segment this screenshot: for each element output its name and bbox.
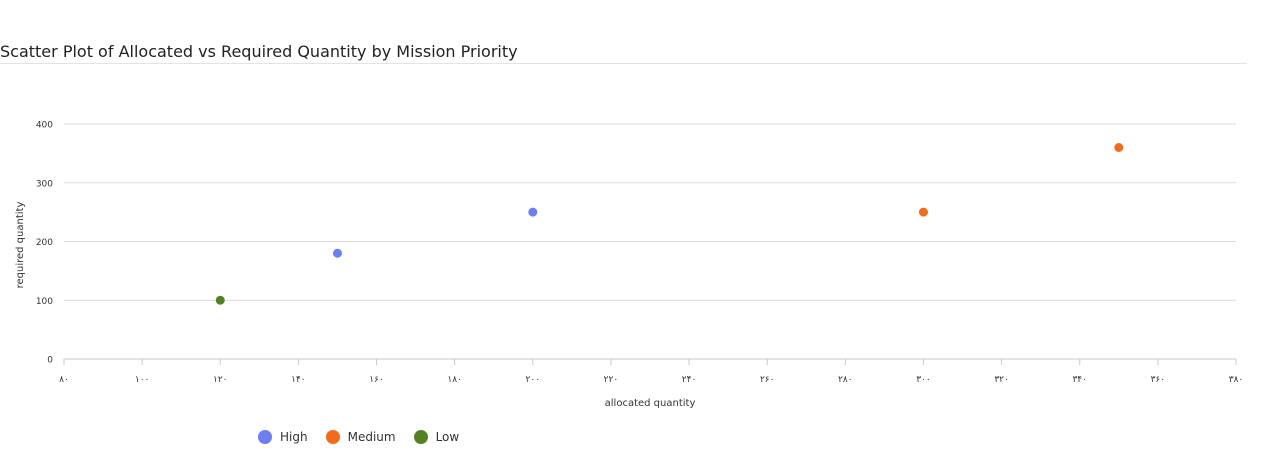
x-tick-label: ۲۲۰ xyxy=(604,375,619,385)
data-point-medium xyxy=(918,207,928,217)
x-tick-label: ۸۰ xyxy=(59,375,69,385)
x-tick-label: ۳۲۰ xyxy=(994,375,1009,385)
x-tick-label: ۲۶۰ xyxy=(760,375,775,385)
data-point-high xyxy=(332,248,342,258)
legend-label: Medium xyxy=(347,430,396,444)
legend-item-medium[interactable]: Medium xyxy=(325,430,396,444)
x-tick-label: ۱۴۰ xyxy=(291,375,306,385)
data-points xyxy=(215,143,1124,305)
y-tick-label: 400 xyxy=(36,121,53,131)
chart-title: Scatter Plot of Allocated vs Required Qu… xyxy=(0,42,518,61)
legend-marker xyxy=(413,430,428,444)
data-point-high xyxy=(528,207,538,217)
legend-label: High xyxy=(280,430,308,444)
data-point-low xyxy=(215,295,225,305)
y-tick-label: 300 xyxy=(36,179,53,189)
x-tick-label: ۳۴۰ xyxy=(1072,375,1087,385)
x-tick-label: ۲۰۰ xyxy=(526,375,541,385)
y-axis-label: required quantity xyxy=(15,202,26,289)
x-tick-label: ۱۶۰ xyxy=(369,375,384,385)
x-tick-label: ۳۶۰ xyxy=(1151,375,1166,385)
y-tick-labels: 0 100 200 300 400 xyxy=(36,121,53,366)
grid-lines xyxy=(64,123,1236,301)
x-tick-label: ۱۲۰ xyxy=(213,375,228,385)
y-tick-label: 100 xyxy=(36,297,53,307)
legend-marker xyxy=(325,430,340,444)
legend-item-low[interactable]: Low xyxy=(413,430,460,444)
legend-label: Low xyxy=(435,430,460,444)
x-tick-label: ۳۰۰ xyxy=(916,375,931,385)
y-tick-label: 0 xyxy=(47,356,53,366)
legend: High Medium Low xyxy=(258,430,459,444)
legend-item-high[interactable]: High xyxy=(258,430,308,444)
x-tick-label: ۲۸۰ xyxy=(838,375,853,385)
legend-marker xyxy=(258,430,272,444)
title-divider xyxy=(0,63,1247,64)
x-tick-labels: ۸۰ ۱۰۰ ۱۲۰ ۱۴۰ ۱۶۰ ۱۸۰ ۲۰۰ ۲۲۰ ۲۴۰ ۲۶۰ ۲۸۰ ۳۰۰ ۳۲۰ ۳۴… xyxy=(59,375,1243,385)
x-axis-label: allocated quantity xyxy=(605,398,696,409)
x-tick-label: ۳۸۰ xyxy=(1229,375,1244,385)
x-tick-label: ۲۴۰ xyxy=(682,375,697,385)
x-tick-label: ۱۰۰ xyxy=(135,375,150,385)
y-tick-label: 200 xyxy=(36,238,53,248)
axes xyxy=(63,358,1237,365)
x-tick-label: ۱۸۰ xyxy=(447,375,462,385)
data-point-medium xyxy=(1114,143,1124,152)
